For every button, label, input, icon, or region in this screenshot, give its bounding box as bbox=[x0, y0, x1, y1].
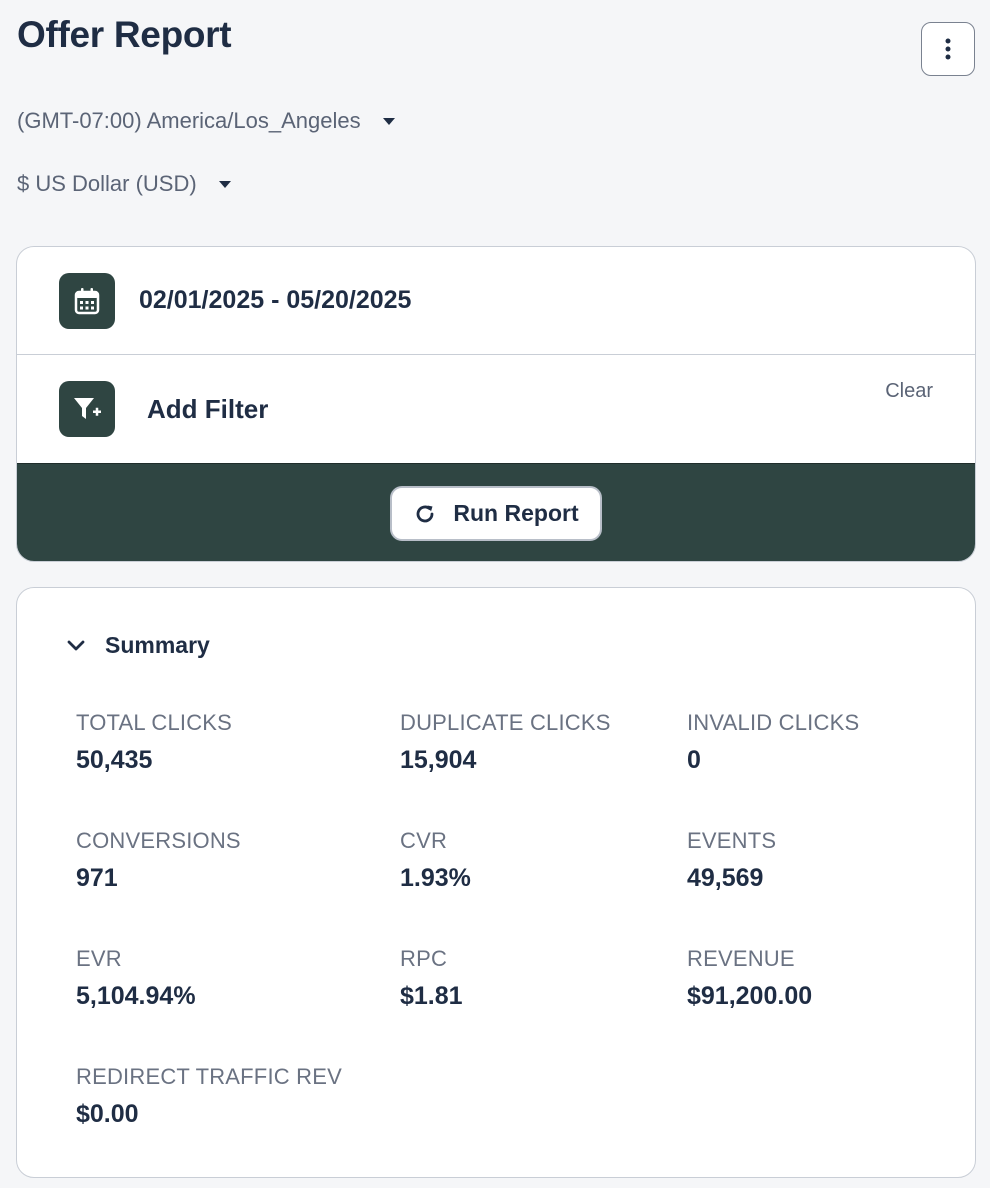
metric-cvr: CVR 1.93% bbox=[400, 828, 471, 893]
metric-conversions: CONVERSIONS 971 bbox=[76, 828, 241, 893]
metric-label: INVALID CLICKS bbox=[687, 710, 860, 735]
metric-value: 0 bbox=[687, 746, 701, 774]
run-report-bar: Run Report bbox=[17, 463, 975, 561]
refresh-icon bbox=[417, 505, 434, 522]
vertical-ellipsis-icon bbox=[945, 38, 951, 60]
metric-revenue: REVENUE $91,200.00 bbox=[687, 946, 812, 1011]
metric-label: REVENUE bbox=[687, 946, 795, 971]
run-report-label: Run Report bbox=[453, 500, 579, 526]
metric-evr: EVR 5,104.94% bbox=[76, 946, 196, 1011]
metric-invalid-clicks: INVALID CLICKS 0 bbox=[687, 710, 859, 775]
metric-duplicate-clicks: DUPLICATE CLICKS 15,904 bbox=[400, 710, 611, 775]
calendar-icon bbox=[59, 272, 115, 329]
metric-total-clicks: TOTAL CLICKS 50,435 bbox=[76, 710, 232, 775]
run-report-button[interactable]: Run Report bbox=[390, 486, 602, 541]
summary-toggle[interactable]: Summary bbox=[67, 632, 210, 659]
currency-value: $ US Dollar (USD) bbox=[17, 171, 197, 196]
metric-value: 50,435 bbox=[76, 746, 153, 774]
page-title: Offer Report bbox=[17, 14, 232, 55]
metric-redirect-traffic-rev: REDIRECT TRAFFIC REV $0.00 bbox=[76, 1064, 342, 1129]
timezone-value: (GMT-07:00) America/Los_Angeles bbox=[17, 108, 361, 133]
metric-value: 15,904 bbox=[400, 746, 477, 774]
metric-events: EVENTS 49,569 bbox=[687, 828, 776, 893]
summary-card: Summary TOTAL CLICKS 50,435 DUPLICATE CL… bbox=[16, 587, 976, 1178]
metric-label: CVR bbox=[400, 828, 448, 853]
timezone-select[interactable]: (GMT-07:00) America/Los_Angeles bbox=[17, 108, 395, 134]
metric-label: EVENTS bbox=[687, 828, 777, 853]
metric-label: TOTAL CLICKS bbox=[76, 710, 233, 735]
metric-value: $0.00 bbox=[76, 1100, 139, 1128]
date-range-picker[interactable]: 02/01/2025 - 05/20/2025 bbox=[17, 247, 975, 355]
date-range-text: 02/01/2025 - 05/20/2025 bbox=[139, 286, 412, 314]
metric-value: 5,104.94% bbox=[76, 982, 196, 1010]
metric-label: REDIRECT TRAFFIC REV bbox=[76, 1064, 342, 1089]
add-filter-button[interactable]: Add Filter bbox=[147, 393, 269, 424]
metric-value: 49,569 bbox=[687, 864, 764, 892]
metric-label: DUPLICATE CLICKS bbox=[400, 710, 611, 735]
metric-value: 1.93% bbox=[400, 864, 471, 892]
chevron-down-icon bbox=[67, 640, 85, 650]
filter-card: 02/01/2025 - 05/20/2025 Add Filter Clear… bbox=[16, 246, 976, 562]
more-options-button[interactable] bbox=[921, 22, 975, 76]
filter-row: Add Filter Clear bbox=[17, 355, 975, 463]
metric-label: RPC bbox=[400, 946, 448, 971]
clear-filters-link[interactable]: Clear bbox=[885, 380, 933, 402]
currency-select[interactable]: $ US Dollar (USD) bbox=[17, 171, 231, 197]
add-filter-icon[interactable] bbox=[59, 381, 115, 437]
metric-label: EVR bbox=[76, 946, 122, 971]
metric-value: $91,200.00 bbox=[687, 982, 813, 1010]
metric-rpc: RPC $1.81 bbox=[400, 946, 463, 1011]
summary-title: Summary bbox=[105, 632, 210, 658]
caret-down-icon bbox=[382, 117, 395, 125]
caret-down-icon bbox=[218, 180, 231, 188]
metric-label: CONVERSIONS bbox=[76, 828, 241, 853]
metric-value: $1.81 bbox=[400, 982, 463, 1010]
metric-value: 971 bbox=[76, 864, 118, 892]
